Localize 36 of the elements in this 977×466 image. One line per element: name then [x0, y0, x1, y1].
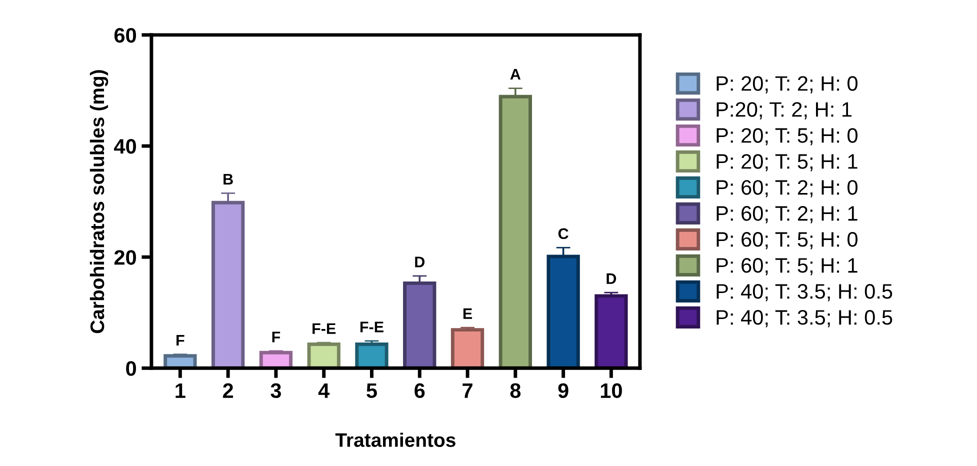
x-tick-label: 10 — [600, 383, 622, 398]
annotation: E — [463, 308, 472, 319]
x-tick-label: 8 — [510, 383, 521, 398]
annotation: F — [176, 335, 184, 346]
y-tick-label: 40 — [114, 139, 136, 154]
x-tick-label: 1 — [176, 383, 186, 398]
x-tick-label: 6 — [414, 383, 425, 398]
x-tick-label: 2 — [222, 383, 234, 398]
annotation: D — [606, 273, 616, 284]
x-tick-label: 9 — [558, 383, 568, 398]
annotation: F — [272, 332, 280, 342]
annotation: C — [558, 228, 568, 240]
x-axis-title: Tratamientos — [335, 432, 456, 447]
x-tick-label: 3 — [270, 383, 281, 398]
legend-label: P: 20; T: 5; H: 1 — [716, 154, 858, 172]
legend-label: P: 20; T: 5; H: 0 — [716, 128, 858, 146]
y-tick-label: 60 — [114, 28, 136, 43]
x-tick-label: 4 — [318, 383, 330, 398]
legend-label: P: 40; T: 3.5; H: 0.5 — [716, 284, 892, 302]
legend-label: P:20; T: 2; H: 1 — [716, 102, 852, 120]
legend-label: P: 60; T: 5; H: 0 — [716, 232, 858, 250]
legend-label: P: 60; T: 5; H: 1 — [716, 258, 858, 276]
legend-label: P: 60; T: 2; H: 0 — [716, 180, 858, 198]
annotation: D — [415, 256, 425, 268]
annotation: B — [224, 174, 233, 184]
y-axis-title: Carbohidratos solubles (mg) — [90, 70, 108, 334]
annotation: A — [510, 69, 521, 80]
annotation: F-E — [360, 322, 384, 332]
legend-label: P: 20; T: 2; H: 0 — [716, 76, 858, 94]
y-tick-label: 0 — [126, 361, 136, 376]
x-tick-label: 7 — [462, 383, 472, 398]
legend-label: P: 40; T: 3.5; H: 0.5 — [716, 310, 892, 328]
y-tick-label: 20 — [114, 250, 136, 265]
annotation: F-E — [312, 323, 336, 334]
x-tick-label: 5 — [366, 383, 377, 398]
legend-label: P: 60; T: 2; H: 1 — [716, 206, 858, 224]
